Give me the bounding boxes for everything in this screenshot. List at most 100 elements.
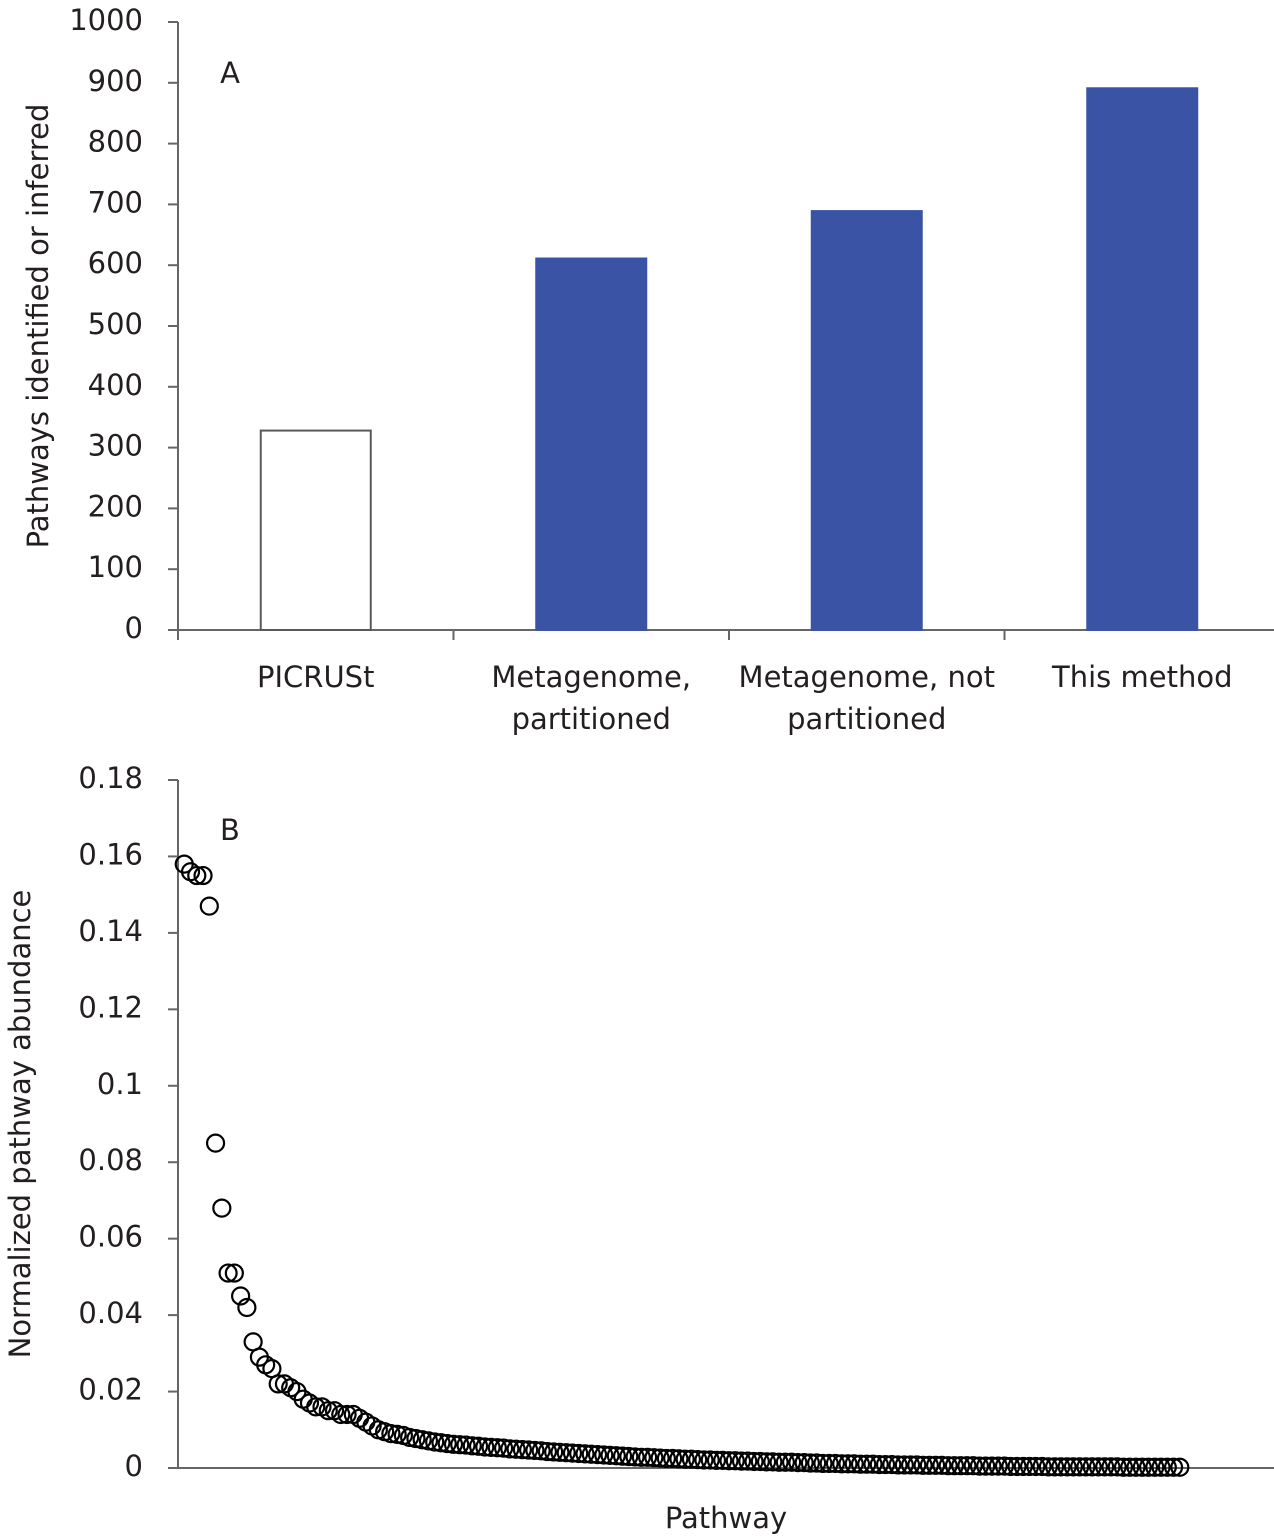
x-tick-label: Metagenome, partitioned — [491, 660, 692, 736]
point — [688, 1449, 708, 1470]
point — [443, 1434, 464, 1454]
point — [212, 1198, 232, 1218]
point — [356, 1412, 376, 1432]
y-tick-label: 0.1 — [97, 1067, 143, 1101]
point — [381, 1423, 401, 1444]
point — [1070, 1457, 1090, 1477]
point — [1107, 1457, 1127, 1477]
point — [750, 1451, 770, 1472]
point — [224, 1263, 244, 1283]
point — [1157, 1457, 1177, 1477]
point — [512, 1440, 532, 1460]
point — [1113, 1457, 1134, 1477]
point — [493, 1438, 514, 1458]
point — [656, 1448, 676, 1469]
point — [606, 1446, 626, 1466]
x-tick-label: PICRUSt — [257, 660, 375, 694]
point — [744, 1451, 764, 1472]
y-tick-label: 200 — [88, 489, 143, 523]
point — [863, 1454, 883, 1474]
point — [525, 1440, 545, 1461]
x-axis-label: Pathway — [665, 1501, 787, 1535]
point — [919, 1455, 939, 1475]
point — [719, 1451, 739, 1471]
point — [231, 1286, 251, 1306]
y-tick-label: 800 — [88, 125, 143, 159]
point — [850, 1454, 871, 1474]
panel-label: B — [220, 813, 240, 847]
point — [994, 1456, 1015, 1476]
point — [1001, 1456, 1021, 1477]
point — [331, 1404, 351, 1425]
point — [875, 1454, 896, 1475]
point — [932, 1455, 952, 1475]
point — [725, 1451, 745, 1471]
point — [775, 1452, 795, 1472]
point — [550, 1442, 570, 1462]
point — [706, 1450, 727, 1470]
point — [982, 1456, 1002, 1476]
point — [650, 1448, 670, 1468]
point — [1032, 1456, 1052, 1477]
point — [675, 1449, 695, 1469]
point — [581, 1444, 601, 1464]
point — [951, 1456, 971, 1476]
point — [562, 1443, 583, 1463]
point — [1057, 1457, 1077, 1477]
point — [819, 1453, 839, 1474]
y-tick-label: 0 — [125, 611, 143, 645]
point — [738, 1451, 758, 1471]
point — [531, 1441, 551, 1461]
point — [412, 1430, 432, 1450]
y-tick-label: 0.14 — [78, 914, 143, 948]
y-tick-label: 900 — [88, 64, 143, 98]
point — [1038, 1457, 1058, 1477]
point — [1082, 1457, 1102, 1477]
point — [481, 1437, 501, 1457]
y-tick-label: 0.16 — [78, 837, 143, 871]
point — [268, 1374, 288, 1394]
y-tick-label: 0.08 — [78, 1143, 143, 1177]
y-tick-label: 0.06 — [78, 1220, 143, 1254]
point — [625, 1447, 645, 1467]
point — [450, 1435, 470, 1455]
point — [1026, 1456, 1046, 1477]
point — [1145, 1457, 1165, 1477]
y-tick-label: 700 — [88, 185, 143, 219]
bar — [535, 257, 648, 631]
point — [794, 1453, 814, 1473]
point — [431, 1433, 451, 1453]
y-tick-label: 400 — [88, 368, 143, 402]
point — [763, 1452, 783, 1472]
point — [1163, 1457, 1184, 1477]
point — [713, 1450, 733, 1470]
point — [1170, 1457, 1190, 1477]
point — [694, 1450, 714, 1470]
point — [1044, 1457, 1065, 1477]
point — [199, 896, 219, 916]
point — [612, 1446, 633, 1466]
y-tick-label: 0.04 — [78, 1296, 143, 1330]
point — [669, 1449, 689, 1469]
x-tick-label: Metagenome, not partitioned — [738, 660, 995, 736]
y-tick-label: 0.02 — [78, 1373, 143, 1407]
point — [894, 1455, 914, 1475]
y-tick-label: 1000 — [69, 3, 143, 37]
point — [619, 1446, 639, 1467]
point — [813, 1453, 833, 1474]
point — [187, 865, 207, 886]
point — [406, 1428, 426, 1449]
point — [988, 1456, 1008, 1476]
point — [1007, 1456, 1027, 1477]
point — [700, 1450, 720, 1470]
point — [519, 1440, 539, 1460]
point — [218, 1263, 238, 1283]
point — [537, 1441, 558, 1462]
point — [337, 1404, 357, 1425]
point — [418, 1431, 439, 1451]
point — [869, 1454, 889, 1475]
point — [1151, 1457, 1171, 1477]
point — [1132, 1457, 1152, 1477]
